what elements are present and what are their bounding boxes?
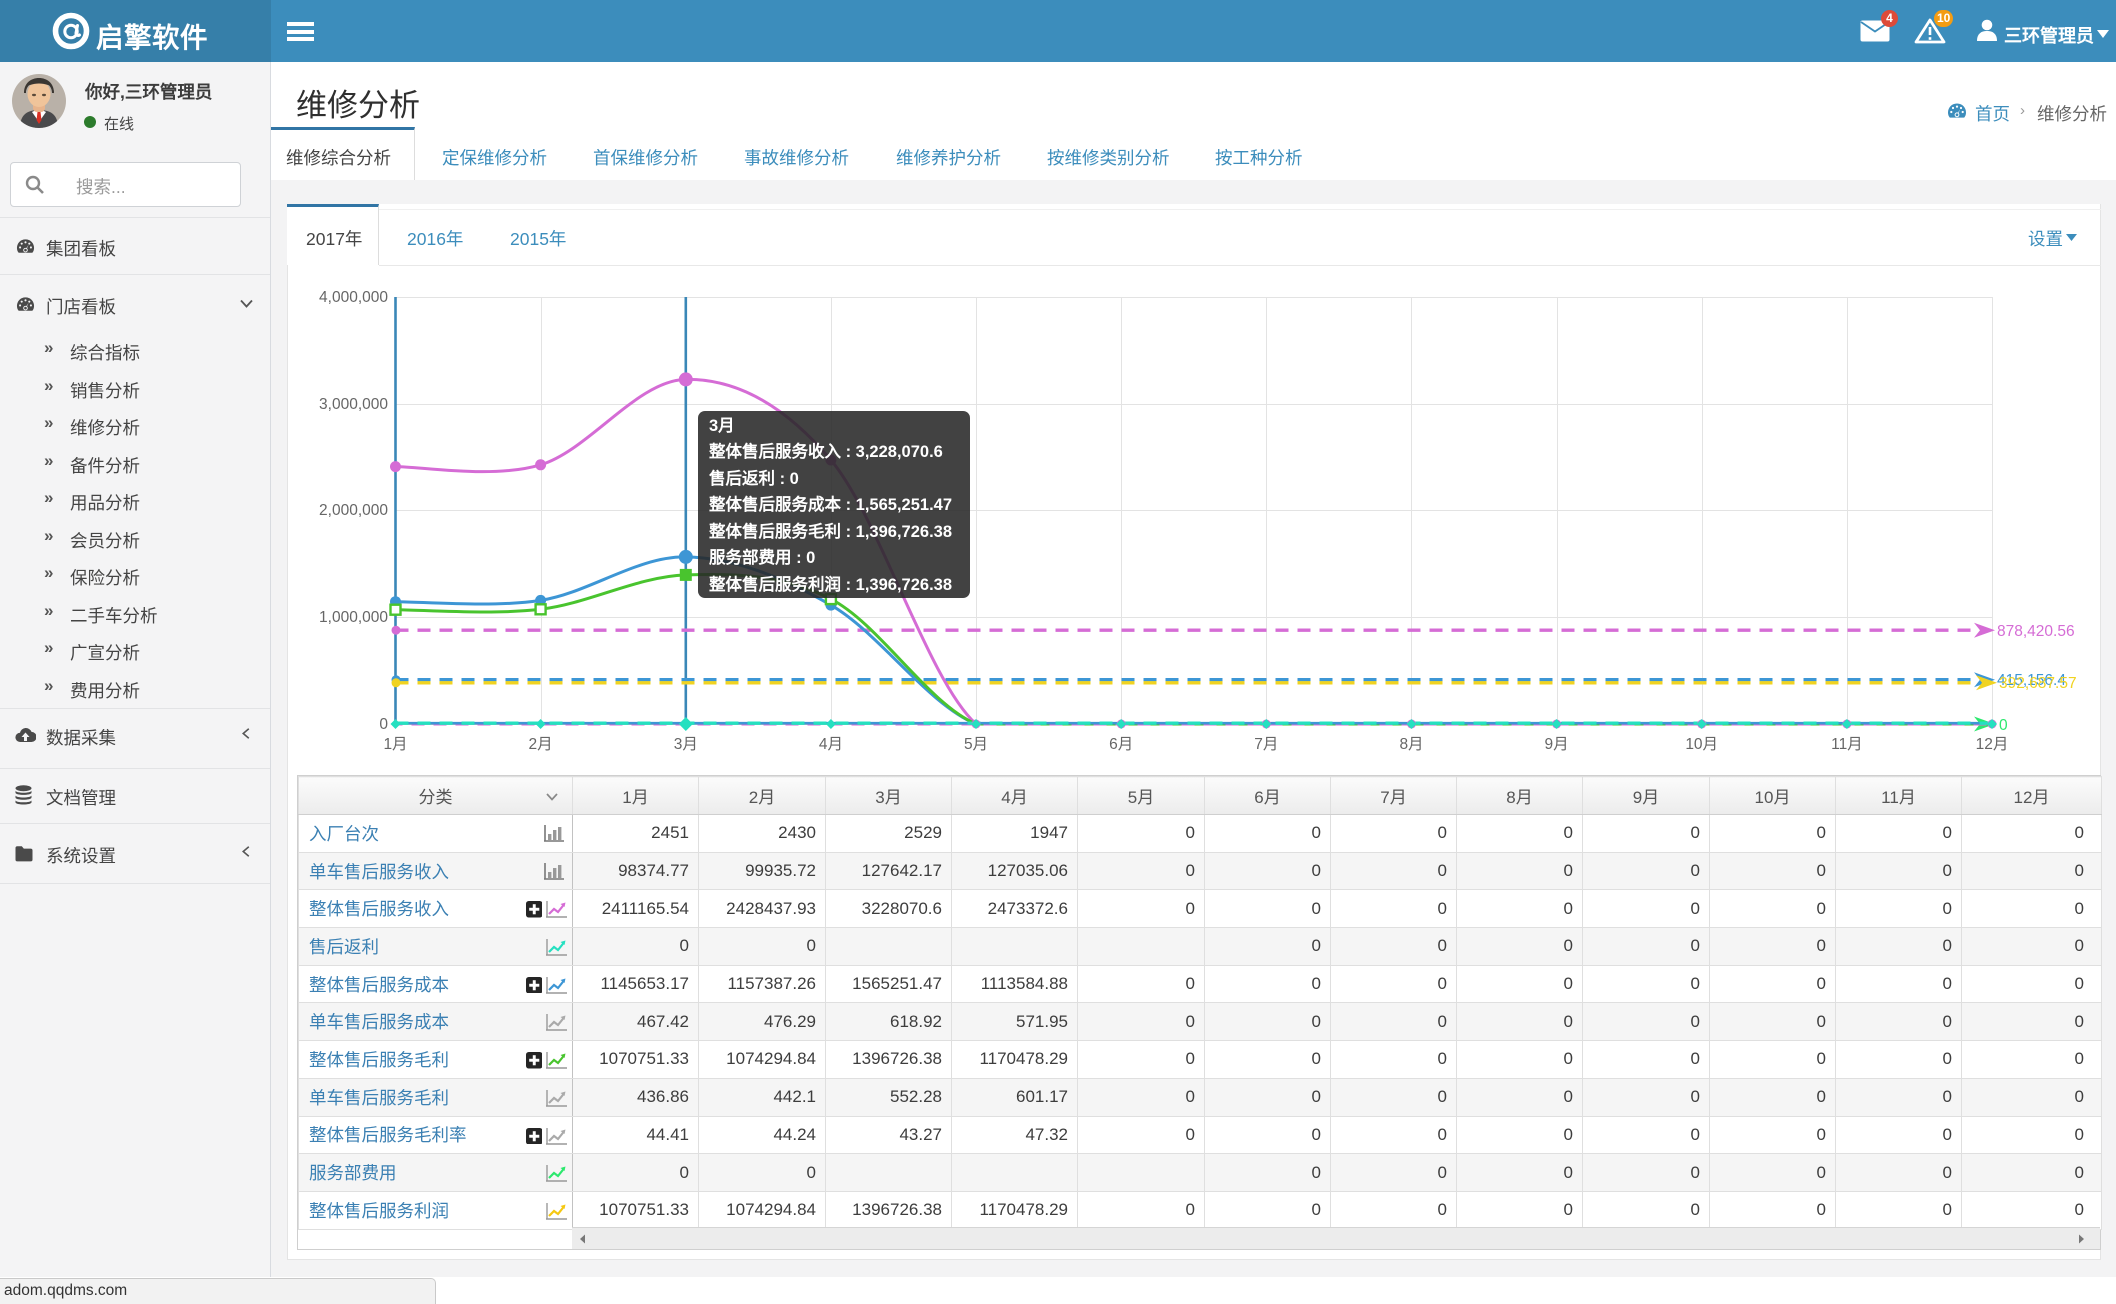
- svg-text:10月: 10月: [1685, 736, 1718, 753]
- svg-text:2月: 2月: [529, 736, 553, 753]
- svg-text:2,000,000: 2,000,000: [319, 502, 388, 519]
- svg-text:6月: 6月: [1109, 736, 1133, 753]
- svg-text:5月: 5月: [964, 736, 988, 753]
- svg-text:1,000,000: 1,000,000: [319, 609, 388, 626]
- svg-text:0: 0: [1999, 717, 2008, 734]
- svg-text:3月: 3月: [674, 736, 698, 753]
- svg-text:0: 0: [379, 716, 388, 733]
- svg-text:1月: 1月: [383, 736, 407, 753]
- svg-text:7月: 7月: [1254, 736, 1278, 753]
- svg-text:4,000,000: 4,000,000: [319, 289, 388, 306]
- svg-text:415,156.4: 415,156.4: [1997, 672, 2066, 689]
- svg-text:8月: 8月: [1399, 736, 1423, 753]
- svg-text:3,000,000: 3,000,000: [319, 396, 388, 413]
- svg-text:11月: 11月: [1831, 736, 1863, 753]
- svg-text:878,420.56: 878,420.56: [1997, 623, 2075, 640]
- svg-text:9月: 9月: [1545, 736, 1569, 753]
- svg-text:392,687.57: 392,687.57: [1999, 675, 2077, 692]
- svg-text:12月: 12月: [1976, 736, 2009, 753]
- svg-text:4月: 4月: [819, 736, 843, 753]
